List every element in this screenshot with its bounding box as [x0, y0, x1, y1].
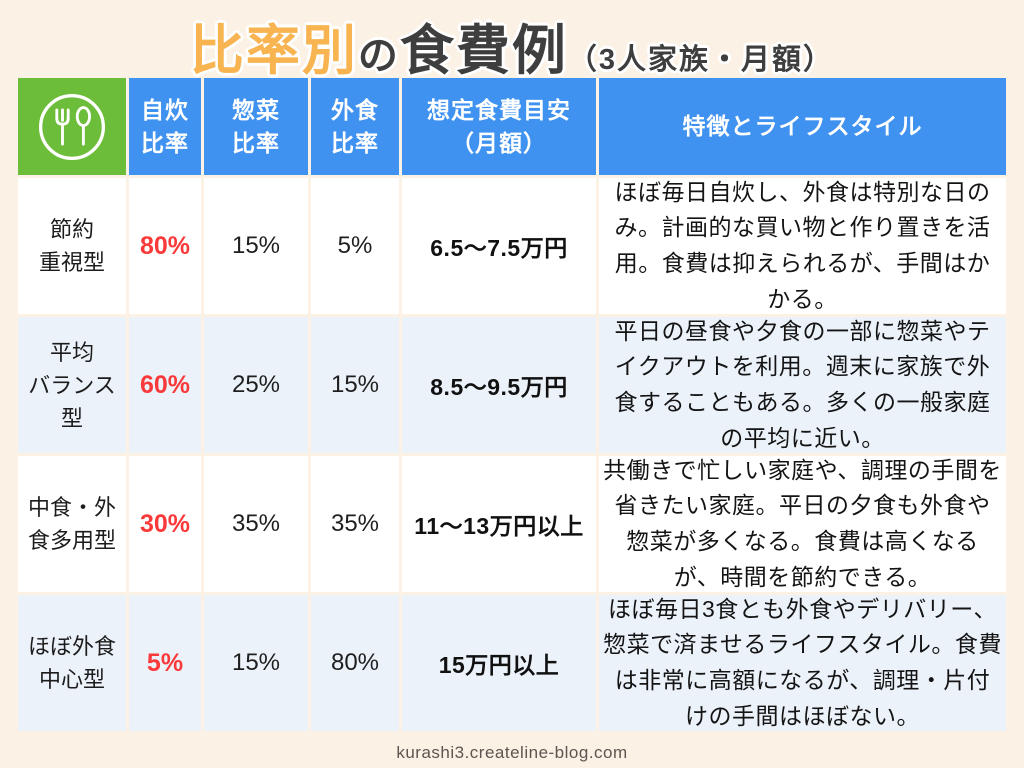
row-deli: 35% [204, 456, 308, 592]
row-description: ほぼ毎日自炊し、外食は特別な日のみ。計画的な買い物と作り置きを活用。食費は抑えら… [599, 178, 1006, 314]
row-description: 共働きで忙しい家庭や、調理の手間を省きたい家庭。平日の夕食も外食や惣菜が多くなる… [599, 456, 1006, 592]
column-header-home-cooking: 自炊 比率 [129, 78, 201, 175]
column-header-deli: 惣菜 比率 [204, 78, 308, 175]
row-home-cooking: 30% [129, 456, 201, 592]
row-type: 節約 重視型 [18, 178, 126, 314]
row-type: ほぼ外食 中心型 [18, 595, 126, 731]
row-deli: 15% [204, 178, 308, 314]
row-home-cooking: 80% [129, 178, 201, 314]
row-eating-out: 35% [311, 456, 399, 592]
row-eating-out: 5% [311, 178, 399, 314]
row-description: ほぼ毎日3食とも外食やデリバリー、惣菜で済ませるライフスタイル。食費は非常に高額… [599, 595, 1006, 731]
row-type: 平均 バランス 型 [18, 317, 126, 453]
title-highlight: 比率別 [189, 21, 358, 81]
header-icon-cell [18, 78, 126, 175]
row-deli: 15% [204, 595, 308, 731]
fork-spoon-icon [38, 93, 106, 160]
row-deli: 25% [204, 317, 308, 453]
row-budget: 8.5〜9.5万円 [402, 317, 596, 453]
row-type: 中食・外 食多用型 [18, 456, 126, 592]
title-main: 食費例 [399, 21, 568, 81]
row-home-cooking: 60% [129, 317, 201, 453]
site-credit: kurashi3.createline-blog.com [396, 743, 628, 762]
row-home-cooking: 5% [129, 595, 201, 731]
row-budget: 6.5〜7.5万円 [402, 178, 596, 314]
title-particle: の [357, 34, 400, 78]
row-budget: 11〜13万円以上 [402, 456, 596, 592]
row-budget: 15万円以上 [402, 595, 596, 731]
column-header-eating-out: 外食 比率 [311, 78, 399, 175]
row-description: 平日の昼食や夕食の一部に惣菜やテイクアウトを利用。週末に家族で外食することもある… [599, 317, 1006, 453]
row-eating-out: 15% [311, 317, 399, 453]
food-cost-table: 自炊 比率 惣菜 比率 外食 比率 想定食費目安 （月額） 特徴とライフスタイル… [18, 78, 1006, 731]
column-header-budget: 想定食費目安 （月額） [402, 78, 596, 175]
title-subtitle: （3人家族・月額） [567, 44, 835, 76]
column-header-lifestyle: 特徴とライフスタイル [599, 78, 1006, 175]
page-title: 比率別の食費例（3人家族・月額） [0, 0, 1024, 81]
row-eating-out: 80% [311, 595, 399, 731]
